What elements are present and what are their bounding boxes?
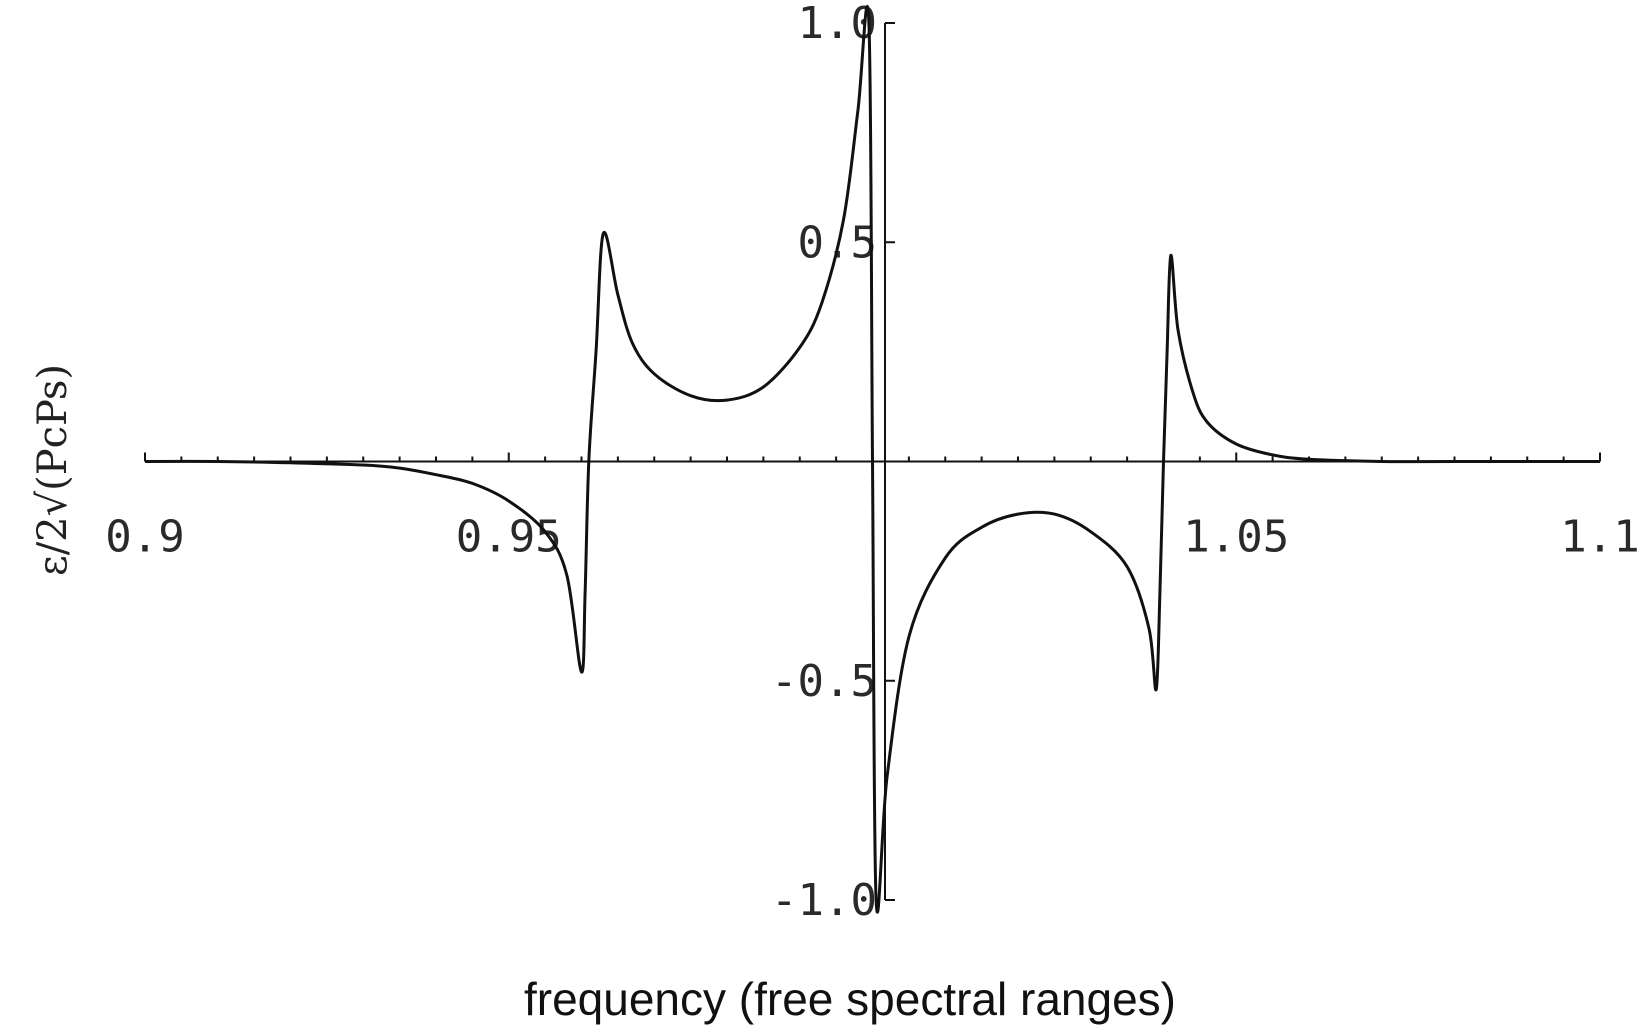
series-line <box>144 4 1600 914</box>
y-tick-label: -0.5 <box>771 656 877 707</box>
y-axis-label: ε/2√(PcPs) <box>30 364 76 576</box>
x-ticks: 0.9 0.95 1.05 1.1 <box>105 452 1640 563</box>
x-tick-label: 0.9 <box>105 512 184 563</box>
y-ticks: 1.00.5-0.5-1.0 <box>771 0 895 926</box>
x-tick-label: 1.05 <box>1183 512 1289 563</box>
x-axis-label: frequency (free spectral ranges) <box>524 973 1176 1025</box>
x-tick-label: 0.95 <box>456 512 562 563</box>
y-tick-label: -1.0 <box>771 875 877 926</box>
x-tick-label: 1.1 <box>1560 512 1639 563</box>
